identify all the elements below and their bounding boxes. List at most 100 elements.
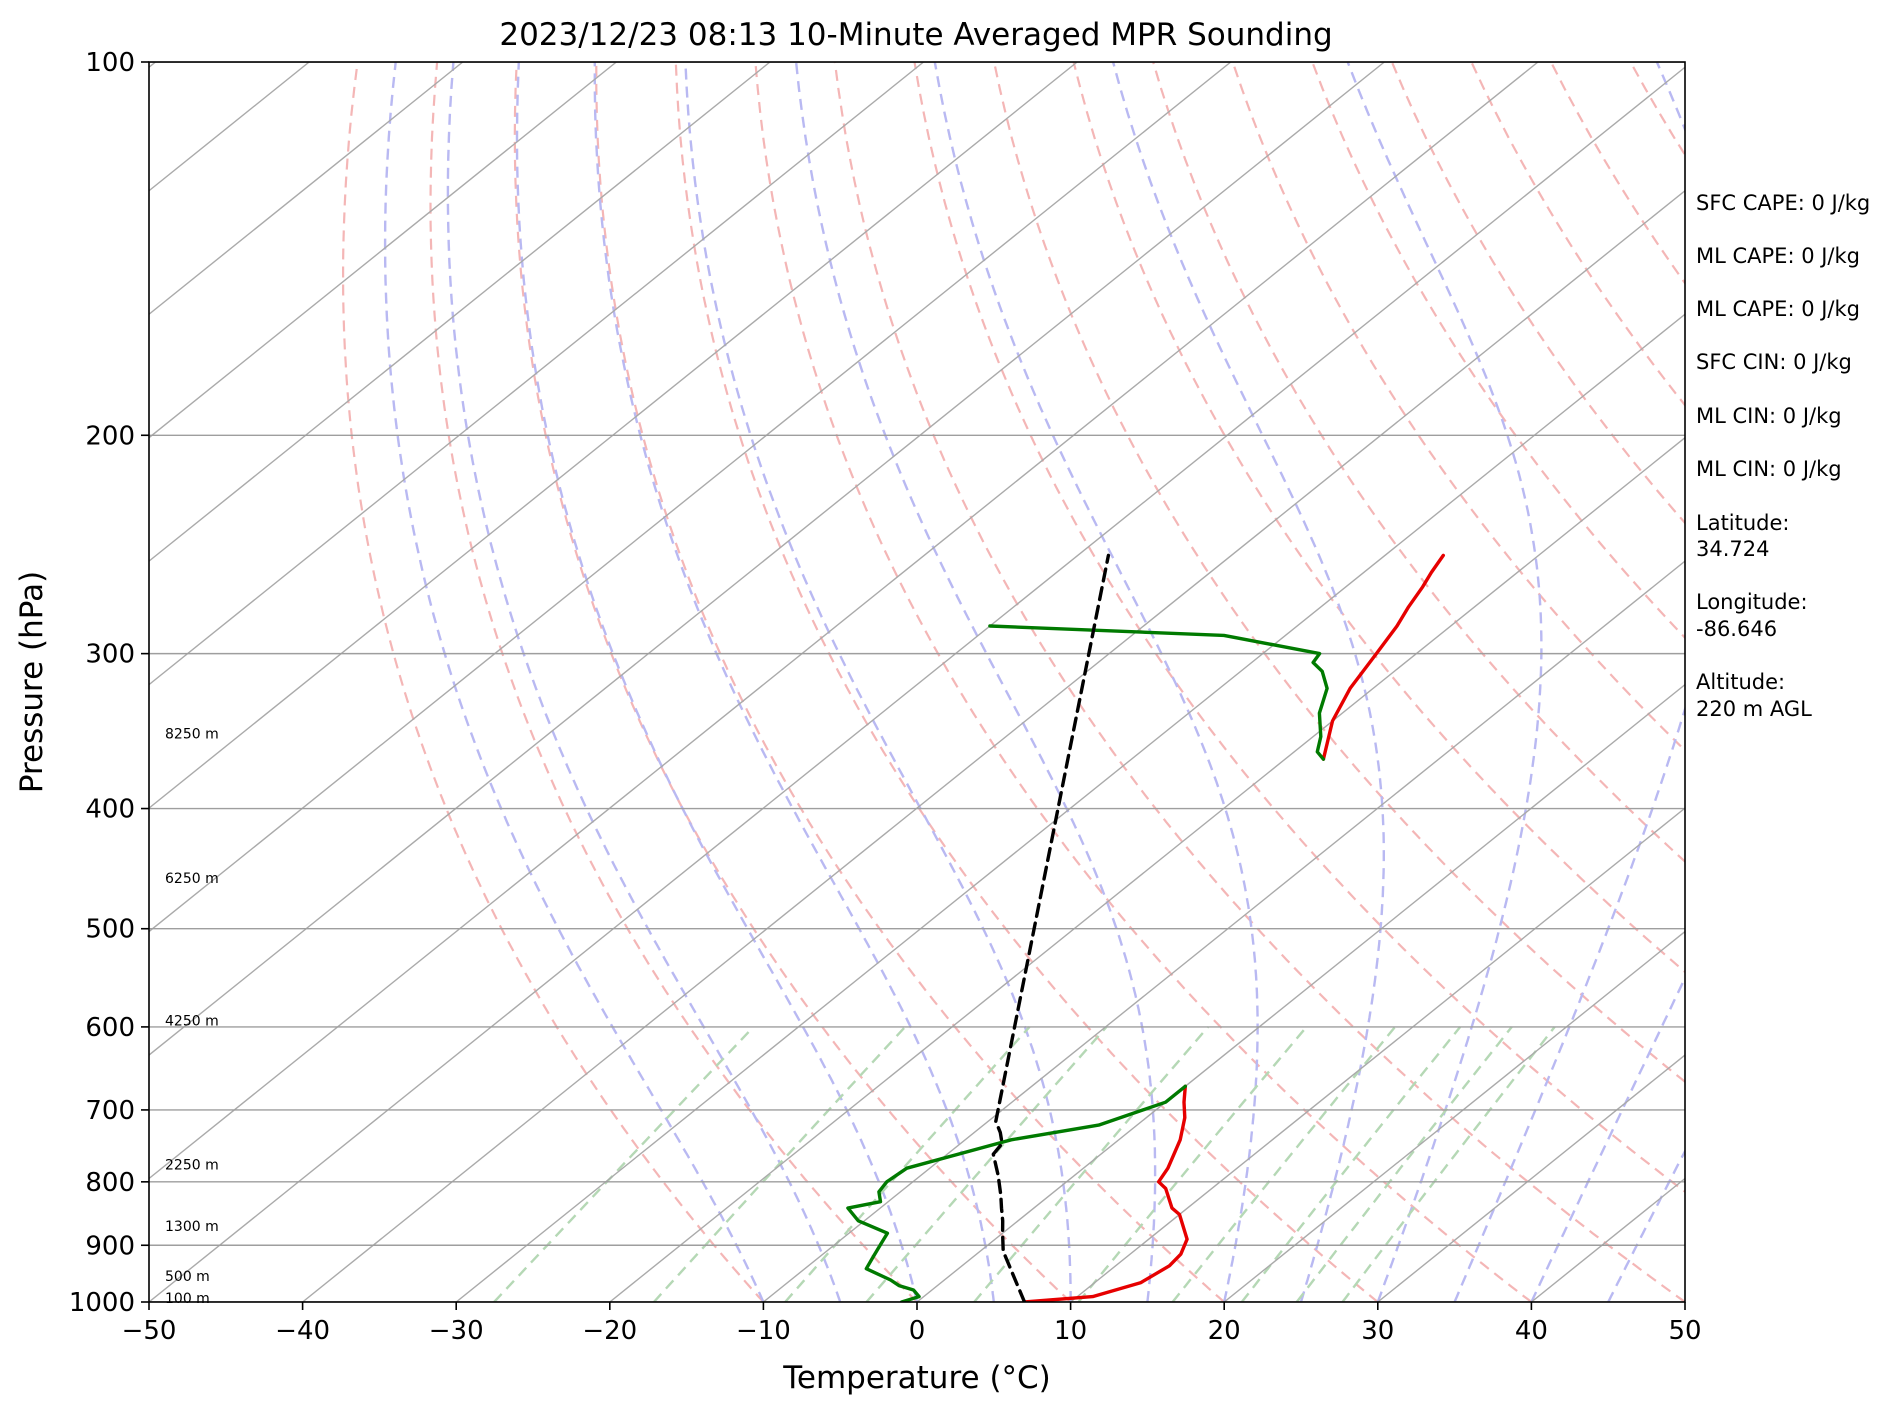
y-tick-label: 1000 bbox=[69, 1288, 135, 1318]
dry-adiabat-line bbox=[674, 62, 1379, 1302]
dry-adiabat-line bbox=[1311, 62, 1685, 640]
height-labels: 100 m 500 m 1300 m 2250 m 4250 m 6250 m 8250 m bbox=[165, 727, 219, 1308]
dry-adiabat-line bbox=[833, 62, 1685, 1302]
isotherm-line bbox=[149, 62, 464, 316]
moist-adiabat-line bbox=[684, 62, 1072, 1302]
sounding-parameter-text: Longitude: bbox=[1696, 590, 1808, 614]
x-tick-label: −10 bbox=[736, 1316, 791, 1346]
dry-adiabat-line bbox=[342, 62, 765, 1302]
sounding-parameter-text: -86.646 bbox=[1696, 617, 1777, 641]
x-tick-label: −50 bbox=[122, 1316, 177, 1346]
dry-adiabat-line bbox=[595, 62, 1225, 1302]
x-tick-label: −40 bbox=[275, 1316, 330, 1346]
dewpoint-profile-upper-line bbox=[988, 624, 1329, 761]
sounding-parameter-text: ML CIN: 0 J/kg bbox=[1696, 404, 1842, 428]
y-tick-label: 500 bbox=[85, 915, 135, 945]
height-label: 100 m bbox=[165, 1291, 210, 1307]
moist-adiabat-line bbox=[1453, 62, 1685, 1302]
isotherm-line bbox=[149, 62, 617, 439]
moist-adiabat-line bbox=[593, 62, 995, 1302]
x-tick-label: 0 bbox=[909, 1316, 926, 1346]
temperature-profile-line bbox=[1022, 1084, 1189, 1302]
isotherm-line bbox=[149, 62, 771, 563]
moist-adiabat-line bbox=[515, 62, 919, 1302]
isotherm-line bbox=[1070, 807, 1685, 1302]
isotherms bbox=[149, 62, 1685, 1302]
mixing-ratio-line bbox=[784, 1026, 1031, 1302]
x-tick-label: 20 bbox=[1208, 1316, 1241, 1346]
plot-area bbox=[149, 62, 1685, 1302]
sounding-parameter-text: SFC CAPE: 0 J/kg bbox=[1696, 191, 1870, 215]
isotherm-line bbox=[455, 313, 1685, 1302]
dewpoint-profile-line bbox=[846, 1084, 1187, 1302]
isotherm-line bbox=[149, 66, 1685, 1302]
isotherm-line bbox=[609, 436, 1685, 1302]
pressure-gridlines bbox=[149, 62, 1685, 1302]
y-tick-label: 900 bbox=[85, 1231, 135, 1261]
sounding-parameter-text: ML CAPE: 0 J/kg bbox=[1696, 244, 1860, 268]
sounding-profiles bbox=[846, 553, 1445, 1302]
isotherm-line bbox=[149, 62, 1539, 1180]
moist-adiabat-line bbox=[446, 62, 842, 1302]
height-label: 2250 m bbox=[165, 1158, 219, 1174]
sounding-parameter-text: SFC CIN: 0 J/kg bbox=[1696, 350, 1852, 374]
isotherm-line bbox=[302, 189, 1685, 1302]
moist-adiabat-line bbox=[794, 62, 1157, 1302]
isotherm-line bbox=[149, 62, 1232, 933]
y-tick-label: 600 bbox=[85, 1013, 135, 1043]
x-axis-title: Temperature (°C) bbox=[782, 1360, 1051, 1396]
sounding-parameter-text: 220 m AGL bbox=[1696, 697, 1812, 721]
x-tick-label: −20 bbox=[582, 1316, 637, 1346]
moist-adiabats bbox=[383, 62, 1685, 1302]
moist-adiabat-line bbox=[383, 62, 765, 1302]
isotherm-line bbox=[1223, 930, 1685, 1302]
mixing-ratio-line bbox=[865, 1026, 1108, 1302]
moist-adiabat-line bbox=[1607, 1148, 1685, 1302]
isotherm-line bbox=[762, 560, 1685, 1302]
moist-adiabat-line bbox=[1530, 975, 1685, 1302]
height-label: 6250 m bbox=[165, 871, 219, 887]
y-axis-title: Pressure (hPa) bbox=[14, 571, 50, 793]
y-tick-label: 800 bbox=[85, 1168, 135, 1198]
dry-adiabat-line bbox=[1231, 62, 1685, 752]
sounding-parameter-text: Altitude: bbox=[1696, 670, 1785, 694]
isotherm-line bbox=[149, 62, 1385, 1056]
dry-adiabat-line bbox=[993, 62, 1685, 1084]
height-label: 4250 m bbox=[165, 1014, 219, 1030]
y-tick-label: 700 bbox=[85, 1096, 135, 1126]
dry-adiabats bbox=[342, 62, 1685, 1302]
sounding-parameter-text: ML CIN: 0 J/kg bbox=[1696, 457, 1842, 481]
x-tick-label: 40 bbox=[1515, 1316, 1548, 1346]
parcel-profile-line bbox=[991, 553, 1111, 1302]
isotherm-line bbox=[149, 62, 924, 686]
y-tick-label: 300 bbox=[85, 640, 135, 670]
y-axis-ticks: 100 200 300 400 500 600 700 800 900 1000 bbox=[69, 48, 149, 1318]
dry-adiabat-line bbox=[1152, 62, 1685, 864]
dry-adiabat-line bbox=[1072, 62, 1685, 974]
x-tick-label: 30 bbox=[1361, 1316, 1394, 1346]
chart-title: 2023/12/23 08:13 10-Minute Averaged MPR … bbox=[499, 17, 1332, 53]
isotherm-line bbox=[149, 62, 1078, 810]
height-label: 1300 m bbox=[165, 1219, 219, 1235]
sounding-parameter-text: Latitude: bbox=[1696, 511, 1790, 535]
sounding-parameters: SFC CAPE: 0 J/kg ML CAPE: 0 J/kg ML CAPE: … bbox=[1696, 191, 1870, 721]
x-tick-label: 50 bbox=[1668, 1316, 1701, 1346]
dry-adiabat-line bbox=[513, 62, 1072, 1302]
dry-adiabat-line bbox=[913, 62, 1685, 1194]
height-label: 8250 m bbox=[165, 727, 219, 743]
y-tick-label: 400 bbox=[85, 795, 135, 825]
moist-adiabat-line bbox=[933, 62, 1259, 1302]
y-tick-label: 200 bbox=[85, 421, 135, 451]
dry-adiabat-line bbox=[754, 62, 1533, 1302]
y-tick-label: 100 bbox=[85, 48, 135, 78]
isotherm-line bbox=[1377, 1054, 1685, 1302]
x-tick-label: −30 bbox=[429, 1316, 484, 1346]
moist-adiabat-line bbox=[1111, 62, 1385, 1302]
x-axis-ticks: −50 −40 −30 −20 −10 0 10 20 30 40 50 bbox=[122, 1302, 1702, 1346]
temperature-profile-upper-line bbox=[1321, 553, 1445, 761]
height-label: 500 m bbox=[165, 1269, 210, 1285]
x-tick-label: 10 bbox=[1054, 1316, 1087, 1346]
sounding-parameter-text: 34.724 bbox=[1696, 537, 1769, 561]
